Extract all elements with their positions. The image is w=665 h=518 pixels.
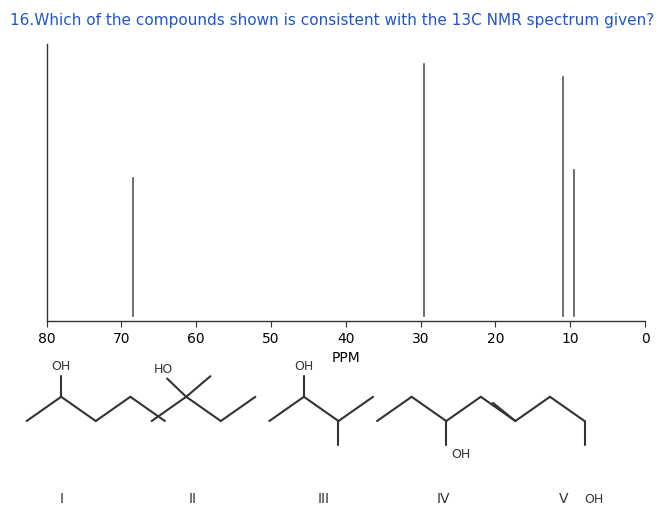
Text: HO: HO xyxy=(154,363,174,376)
Text: III: III xyxy=(318,492,330,507)
Text: 16.Which of the compounds shown is consistent with the 13C NMR spectrum given?: 16.Which of the compounds shown is consi… xyxy=(10,13,654,28)
Text: OH: OH xyxy=(295,361,313,373)
Text: OH: OH xyxy=(52,361,70,373)
Text: I: I xyxy=(60,492,64,507)
Text: V: V xyxy=(559,492,569,507)
Text: IV: IV xyxy=(436,492,450,507)
Text: II: II xyxy=(189,492,197,507)
X-axis label: PPM: PPM xyxy=(331,351,360,365)
Text: OH: OH xyxy=(452,448,471,461)
Text: OH: OH xyxy=(585,493,603,506)
